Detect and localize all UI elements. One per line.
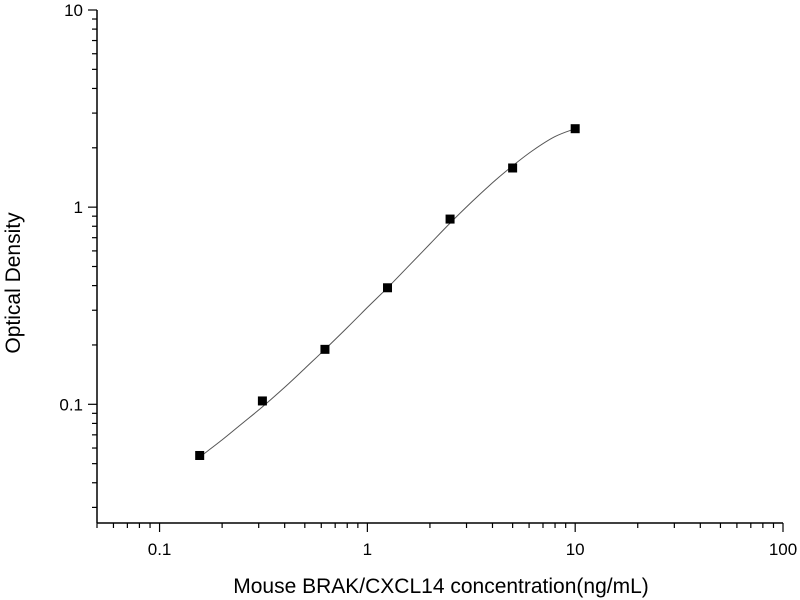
fit-curve [199, 128, 576, 458]
data-point [320, 344, 330, 354]
data-point [195, 450, 205, 460]
y-tick-label: 10 [64, 1, 83, 20]
x-tick-label: 10 [566, 540, 585, 559]
axes: 0.1 1 10 100 0.1 1 10 [59, 1, 797, 559]
x-axis-title: Mouse BRAK/CXCL14 concentration(ng/mL) [233, 575, 649, 598]
data-points [195, 124, 580, 460]
x-tick-label: 1 [363, 540, 372, 559]
y-tick-label: 1 [74, 198, 83, 217]
y-tick-label: 0.1 [59, 395, 83, 414]
data-point [383, 283, 393, 293]
x-tick-label: 100 [769, 540, 797, 559]
data-point [445, 214, 455, 224]
data-point [257, 396, 267, 406]
y-axis-title: Optical Density [2, 212, 25, 354]
x-tick-label: 0.1 [148, 540, 172, 559]
data-point [570, 124, 580, 134]
data-point [508, 163, 518, 173]
x-ticks: 0.1 1 10 100 [96, 523, 797, 559]
y-ticks: 0.1 1 10 [59, 1, 97, 508]
